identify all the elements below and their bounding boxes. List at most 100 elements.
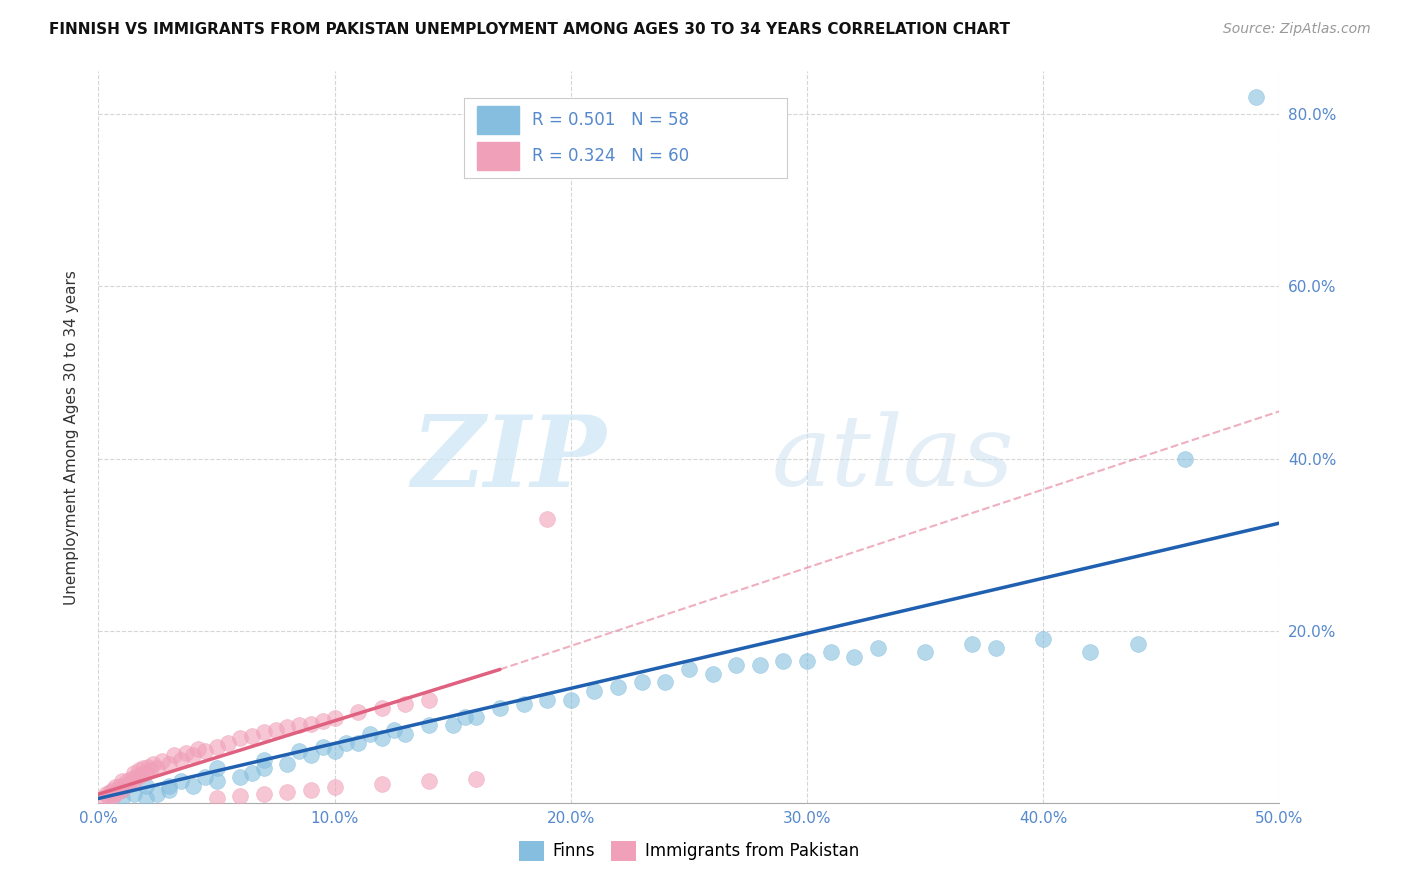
Point (98, 785, 121, 799)
Text: R = 0.501   N = 58: R = 0.501 N = 58 (531, 111, 689, 128)
Point (583, 684, 606, 698)
Point (312, 714, 335, 728)
Point (181, 748, 204, 763)
Point (194, 744, 217, 758)
Point (135, 791, 157, 805)
Point (264, 723, 287, 737)
Point (394, 697, 416, 711)
Point (122, 774, 145, 789)
Point (607, 680, 630, 694)
Point (229, 731, 252, 746)
Point (205, 791, 228, 805)
Point (121, 772, 143, 786)
Point (465, 772, 488, 786)
Y-axis label: Unemployment Among Ages 30 to 34 years: Unemployment Among Ages 30 to 34 years (65, 269, 79, 605)
Point (170, 774, 193, 789)
Point (146, 787, 169, 801)
Point (194, 770, 217, 784)
Point (312, 739, 335, 754)
Point (139, 763, 162, 777)
Point (299, 783, 322, 797)
Point (253, 787, 276, 801)
Point (91, 791, 114, 805)
Point (371, 731, 394, 746)
Point (205, 761, 228, 775)
Point (725, 658, 748, 673)
Point (111, 783, 134, 797)
Point (253, 753, 276, 767)
Point (276, 720, 298, 734)
Point (98, 787, 121, 801)
Point (253, 725, 276, 739)
Point (253, 761, 276, 775)
Point (1126, 637, 1149, 651)
Point (104, 780, 127, 795)
Point (820, 645, 842, 659)
Point (101, 789, 124, 803)
Point (1080, 645, 1102, 659)
Point (111, 791, 134, 805)
Point (962, 637, 984, 651)
Text: Source: ZipAtlas.com: Source: ZipAtlas.com (1223, 22, 1371, 37)
Bar (477, 106, 519, 134)
Point (94, 787, 117, 801)
Point (115, 774, 138, 789)
Point (702, 666, 724, 681)
Point (111, 774, 134, 789)
Point (118, 777, 141, 791)
Point (299, 748, 322, 763)
Point (146, 761, 169, 775)
Point (205, 774, 228, 789)
Point (347, 706, 370, 720)
Point (229, 770, 252, 784)
Point (1032, 632, 1054, 647)
Point (276, 757, 298, 772)
Point (240, 729, 263, 743)
Point (108, 779, 131, 793)
Point (129, 768, 152, 782)
Point (105, 785, 128, 799)
Point (174, 746, 197, 760)
Point (323, 780, 346, 795)
Point (240, 765, 263, 780)
Text: ZIP: ZIP (412, 411, 606, 508)
Point (288, 744, 311, 758)
Point (772, 654, 794, 668)
Point (465, 710, 488, 724)
Point (418, 692, 440, 706)
Point (489, 701, 512, 715)
Point (288, 718, 311, 732)
Point (359, 727, 381, 741)
Point (136, 759, 159, 773)
Bar (477, 142, 519, 170)
Point (135, 779, 157, 793)
Text: FINNISH VS IMMIGRANTS FROM PAKISTAN UNEMPLOYMENT AMONG AGES 30 TO 34 YEARS CORRE: FINNISH VS IMMIGRANTS FROM PAKISTAN UNEM… (49, 22, 1010, 37)
Point (984, 640, 1007, 655)
Point (512, 697, 534, 711)
Point (132, 761, 155, 775)
Point (866, 640, 889, 655)
Point (453, 710, 475, 724)
Point (276, 785, 298, 799)
Point (229, 789, 252, 803)
Point (441, 718, 464, 732)
Point (170, 753, 193, 767)
Legend: Finns, Immigrants from Pakistan: Finns, Immigrants from Pakistan (512, 834, 866, 868)
Point (163, 748, 186, 763)
Point (205, 739, 228, 754)
Point (914, 645, 936, 659)
Point (844, 649, 866, 664)
Point (654, 675, 676, 690)
Point (187, 742, 209, 756)
Point (157, 779, 180, 793)
Point (1174, 451, 1197, 466)
Point (122, 787, 145, 801)
Point (1244, 90, 1267, 104)
Point (382, 723, 405, 737)
Point (142, 757, 165, 772)
Point (796, 654, 818, 668)
Point (418, 718, 440, 732)
Point (125, 770, 148, 784)
Point (630, 675, 652, 690)
Point (97, 789, 120, 803)
